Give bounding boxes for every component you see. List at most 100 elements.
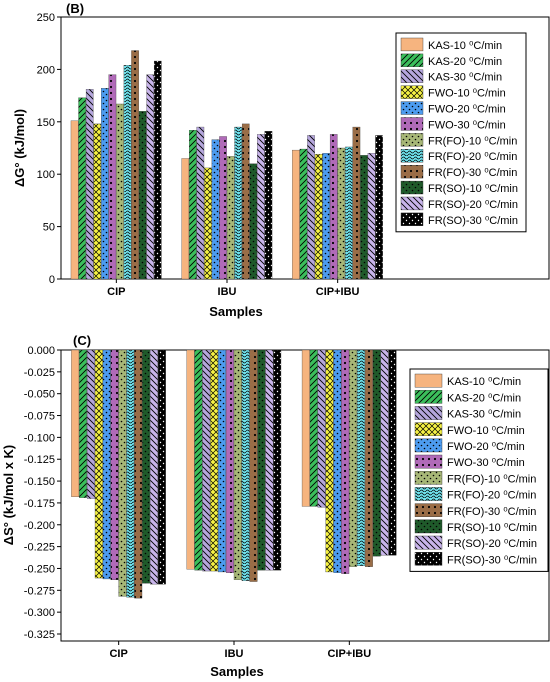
c-bar [388, 349, 397, 556]
c-bar [241, 349, 250, 581]
b-bar [108, 74, 117, 280]
b-bar [85, 89, 94, 280]
b-legend-label: FR(SO)-10 ⁰C/min [428, 183, 518, 195]
c-legend-label: FWO-20 ⁰C/min [447, 441, 525, 453]
b-bar [360, 155, 368, 280]
b-bar [70, 120, 79, 280]
c-y-tick-label: -0.125 [24, 454, 55, 466]
c-bar [202, 349, 211, 572]
panel-c-chart: (C) ΔS° (kJ/mol x K) Samples 0.000 -0.025… [1, 333, 550, 679]
b-bar [234, 126, 242, 280]
c-bar [317, 349, 326, 508]
c-y-tick-label: -0.250 [24, 563, 55, 575]
panel-b-y-axis-label: ΔG° (kJ/mol) [12, 109, 27, 187]
c-bar [194, 349, 203, 571]
b-y-tick-label: 100 [37, 169, 55, 181]
b-bar [375, 135, 383, 280]
c-category-label: IBU [225, 648, 244, 660]
b-bar [337, 147, 346, 280]
b-legend-label: FWO-20 ⁰C/min [428, 104, 506, 116]
b-bar [116, 103, 124, 280]
c-legend-label: FR(FO)-30 ⁰C/min [447, 506, 536, 518]
c-bar [79, 349, 87, 498]
b-bar [314, 154, 323, 280]
b-legend-label: FR(FO)-30 ⁰C/min [428, 167, 517, 179]
b-bar [101, 88, 109, 280]
c-y-tick-label: -0.275 [24, 585, 55, 597]
c-legend-label: KAS-30 ⁰C/min [447, 409, 521, 421]
b-category-label: CIP [107, 286, 125, 298]
c-bar [301, 349, 310, 507]
b-legend-label: FR(FO)-20 ⁰C/min [428, 151, 517, 163]
c-y-tick-label: -0.075 [24, 411, 55, 423]
c-bar [142, 349, 151, 584]
b-bar [329, 134, 338, 280]
b-bar [131, 50, 139, 280]
b-legend-swatch [400, 164, 424, 179]
c-y-tick-label: -0.025 [24, 367, 55, 379]
b-bar [189, 130, 197, 280]
b-bar [367, 153, 376, 280]
b-bar [264, 131, 273, 280]
c-legend-label: FWO-10 ⁰C/min [447, 425, 525, 437]
c-bar [273, 349, 282, 571]
c-legend-swatch [414, 373, 443, 388]
c-bar [357, 349, 365, 566]
b-legend-swatch [400, 212, 424, 226]
b-category-label: IBU [218, 286, 237, 298]
b-category-label: CIP+IBU [316, 286, 360, 298]
b-legend-label: KAS-30 ⁰C/min [428, 72, 502, 84]
b-legend-label: FR(SO)-20 ⁰C/min [428, 199, 518, 211]
c-legend-swatch [414, 438, 443, 453]
b-legend-swatch [400, 69, 424, 83]
c-bar [157, 349, 166, 585]
b-y-tick-label: 0 [49, 274, 55, 286]
c-legend-swatch [414, 519, 443, 534]
b-bar [241, 123, 250, 280]
c-legend-label: FR(SO)-20 ⁰C/min [447, 538, 537, 550]
c-bar [364, 349, 373, 567]
c-legend-swatch [414, 471, 443, 485]
panel-c-label: (C) [73, 333, 91, 348]
b-bar [219, 136, 227, 280]
b-bar [257, 134, 265, 280]
b-legend-swatch [400, 85, 424, 99]
b-bar [93, 123, 102, 280]
c-y-tick-label: 0.000 [27, 345, 55, 357]
c-bar [309, 349, 318, 507]
panel-c-y-axis-label: ΔS° (kJ/mol x K) [1, 445, 16, 546]
b-bar [292, 149, 300, 280]
c-legend-swatch [414, 454, 443, 469]
c-y-tick-label: -0.300 [24, 607, 55, 619]
b-legend-swatch [400, 53, 424, 68]
panel-c-legend: KAS-10 ⁰C/min KAS-20 ⁰C/min KAS-30 ⁰C/min F… [409, 368, 549, 572]
b-legend-label: FR(FO)-10 ⁰C/min [428, 135, 517, 147]
c-bar [265, 349, 274, 571]
c-bar [325, 349, 334, 573]
c-bar [94, 349, 103, 579]
c-bar [71, 349, 80, 497]
c-bar [380, 349, 389, 556]
c-bar [110, 349, 119, 580]
c-legend-swatch [414, 535, 443, 550]
b-legend-swatch [400, 37, 424, 52]
c-bar [86, 349, 95, 499]
c-category-label: CIP [109, 648, 127, 660]
c-bar [341, 349, 350, 574]
b-legend-swatch [400, 149, 424, 163]
c-y-tick-label: -0.050 [24, 389, 55, 401]
b-bar [181, 158, 190, 280]
c-bar [249, 349, 258, 582]
b-legend-swatch [400, 180, 424, 195]
b-bar [196, 126, 205, 280]
c-bar [372, 349, 381, 557]
c-legend-swatch [414, 552, 443, 566]
c-bar [257, 349, 266, 571]
c-bar [210, 349, 219, 572]
c-bar [134, 349, 143, 599]
b-bar [146, 74, 154, 280]
b-bar [322, 153, 330, 280]
b-legend-swatch [400, 196, 424, 211]
b-bar [226, 156, 235, 280]
